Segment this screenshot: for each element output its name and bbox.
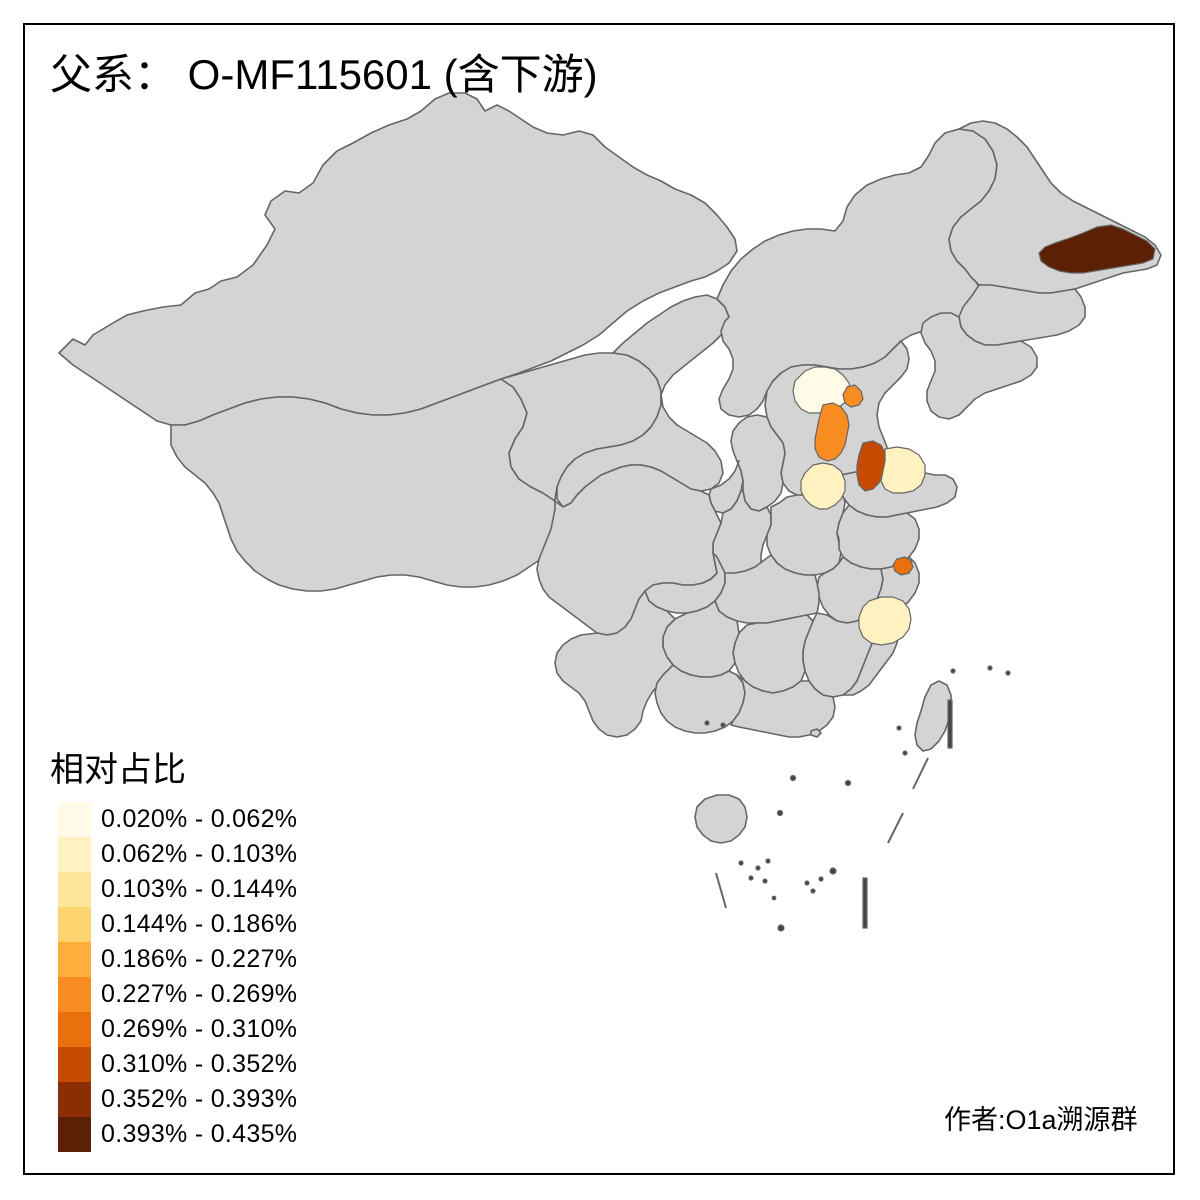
province-yunnan[interactable] xyxy=(554,590,676,738)
island-dot-15 xyxy=(987,665,993,671)
south-china-sea-layer xyxy=(704,665,1011,932)
region-henan-east[interactable] xyxy=(800,462,846,510)
legend-label: 0.186% - 0.227% xyxy=(101,945,298,973)
legend-swatch xyxy=(58,977,91,1012)
dash-line-1 xyxy=(947,699,953,749)
legend-label: 0.393% - 0.435% xyxy=(101,1120,298,1148)
legend-label: 0.062% - 0.103% xyxy=(101,840,298,868)
island-dot-8 xyxy=(765,858,771,864)
legend-label: 0.310% - 0.352% xyxy=(101,1050,298,1078)
legend-item[interactable]: 0.103% - 0.144% xyxy=(50,872,350,907)
dash-line-4 xyxy=(862,877,868,929)
legend-item[interactable]: 0.186% - 0.227% xyxy=(50,942,350,977)
region-hongkong xyxy=(810,728,822,738)
legend-swatch xyxy=(58,907,91,942)
legend-title: 相对占比 xyxy=(50,751,186,789)
legend-item[interactable]: 0.020% - 0.062% xyxy=(50,802,350,837)
province-liaoning[interactable] xyxy=(920,312,1038,420)
legend-swatch xyxy=(58,872,91,907)
dash-line-3 xyxy=(887,812,904,844)
legend-label: 0.227% - 0.269% xyxy=(101,980,298,1008)
legend-label: 0.352% - 0.393% xyxy=(101,1085,298,1113)
author-credit: 作者:O1a溯源群 xyxy=(944,1105,1138,1135)
island-dot-14 xyxy=(771,895,777,901)
island-dot-16 xyxy=(1005,670,1011,676)
legend: 相对占比 0.020% - 0.062% 0.062% - 0.103% 0.103… xyxy=(50,748,350,1152)
province-hainan[interactable] xyxy=(694,794,748,844)
region-shandong-central[interactable] xyxy=(880,446,926,494)
region-shandong-west[interactable] xyxy=(856,440,886,492)
island-dot-1 xyxy=(829,867,837,875)
legend-swatch xyxy=(58,1117,91,1152)
legend-swatch xyxy=(58,1082,91,1117)
island-dot-6 xyxy=(738,860,744,866)
island-dot-7 xyxy=(755,865,761,871)
legend-item[interactable]: 0.352% - 0.393% xyxy=(50,1082,350,1117)
legend-label: 0.269% - 0.310% xyxy=(101,1015,298,1043)
dash-line-5 xyxy=(715,872,727,909)
island-dot-19 xyxy=(902,750,908,756)
island-dot-2 xyxy=(777,924,785,932)
legend-swatch xyxy=(58,802,91,837)
island-dot-13 xyxy=(818,876,824,882)
island-dot-3 xyxy=(844,779,852,787)
region-beijing[interactable] xyxy=(842,384,864,408)
region-heilongjiang-east[interactable] xyxy=(1038,224,1156,274)
legend-item[interactable]: 0.269% - 0.310% xyxy=(50,1012,350,1047)
island-dot-11 xyxy=(804,880,810,886)
island-dot-17 xyxy=(950,668,956,674)
legend-item[interactable]: 0.310% - 0.352% xyxy=(50,1047,350,1082)
island-dot-12 xyxy=(810,888,816,894)
island-dot-21 xyxy=(720,722,726,728)
legend-item[interactable]: 0.227% - 0.269% xyxy=(50,977,350,1012)
legend-swatch xyxy=(58,837,91,872)
island-dot-20 xyxy=(704,720,710,726)
highlighted-regions-layer xyxy=(792,224,1156,646)
dash-line-2 xyxy=(912,757,929,790)
legend-label: 0.103% - 0.144% xyxy=(101,875,298,903)
legend-label: 0.144% - 0.186% xyxy=(101,910,298,938)
china-choropleth-map xyxy=(23,23,1175,1175)
island-dot-10 xyxy=(762,878,768,884)
legend-label: 0.020% - 0.062% xyxy=(101,805,298,833)
legend-swatch xyxy=(58,942,91,977)
province-guangxi[interactable] xyxy=(654,664,746,734)
island-dot-5 xyxy=(776,809,784,817)
island-dot-18 xyxy=(896,725,902,731)
map-canvas xyxy=(23,23,1175,1175)
region-zhejiang-inland[interactable] xyxy=(858,596,912,646)
region-zhejiang-coastal[interactable] xyxy=(892,556,914,576)
region-hebei-central[interactable] xyxy=(814,402,850,462)
legend-items: 0.020% - 0.062% 0.062% - 0.103% 0.103% - 0… xyxy=(50,802,350,1152)
island-dot-9 xyxy=(748,875,754,881)
page-title: 父系： O-MF115601 (含下游) xyxy=(50,51,598,98)
legend-swatch xyxy=(58,1047,91,1082)
legend-item[interactable]: 0.144% - 0.186% xyxy=(50,907,350,942)
province-taiwan[interactable] xyxy=(914,680,952,752)
island-dot-4 xyxy=(789,774,797,782)
legend-item[interactable]: 0.062% - 0.103% xyxy=(50,837,350,872)
legend-item[interactable]: 0.393% - 0.435% xyxy=(50,1117,350,1152)
legend-swatch xyxy=(58,1012,91,1047)
